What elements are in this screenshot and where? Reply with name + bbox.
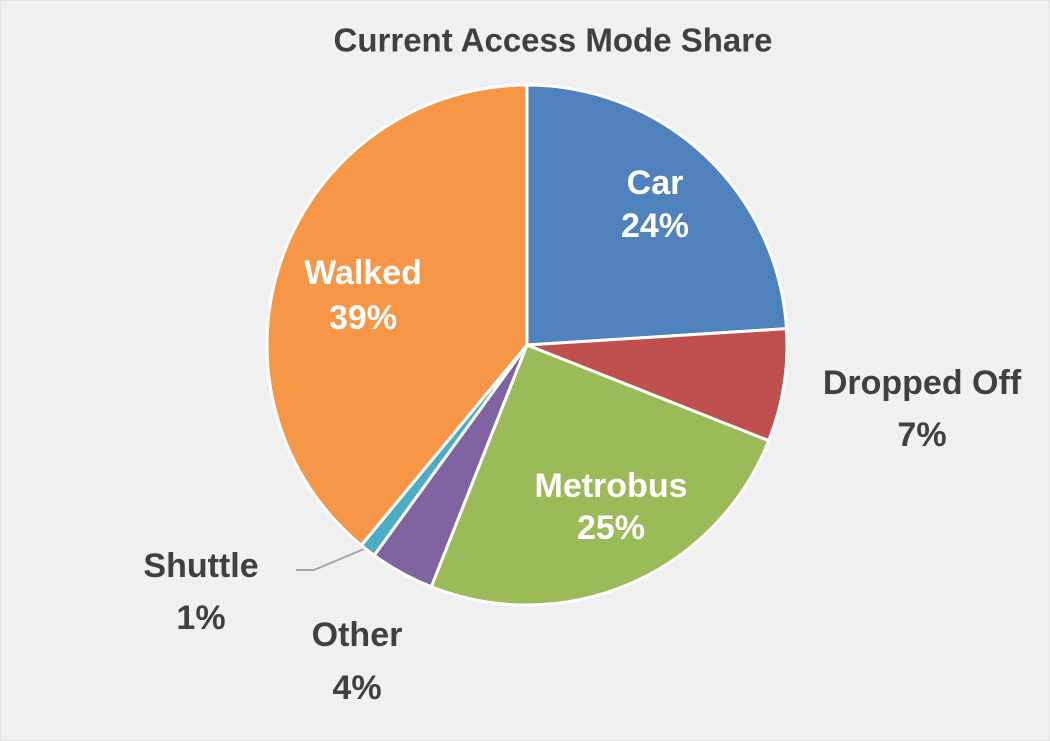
slices xyxy=(265,83,789,607)
slice-value-label: 24% xyxy=(621,207,689,245)
pie-slice xyxy=(526,327,789,443)
slice-label: Other xyxy=(312,616,403,654)
slice-value-label: 4% xyxy=(332,669,381,707)
slice-label: Metrobus xyxy=(535,467,688,505)
pie-slice xyxy=(265,83,529,548)
slice-value-label: 7% xyxy=(897,416,946,454)
slice-label: Walked xyxy=(304,254,422,292)
slice-label: Car xyxy=(627,164,684,202)
slice-value-label: 1% xyxy=(176,599,225,637)
slice-label: Shuttle xyxy=(143,547,258,585)
slice-label: Dropped Off xyxy=(823,364,1022,402)
slice-value-label: 39% xyxy=(329,299,397,337)
pie-slice xyxy=(525,83,789,347)
chart-title: Current Access Mode Share xyxy=(334,22,773,59)
slice-value-label: 25% xyxy=(577,509,645,547)
pie-slice xyxy=(429,343,771,607)
leader-line xyxy=(296,548,365,571)
